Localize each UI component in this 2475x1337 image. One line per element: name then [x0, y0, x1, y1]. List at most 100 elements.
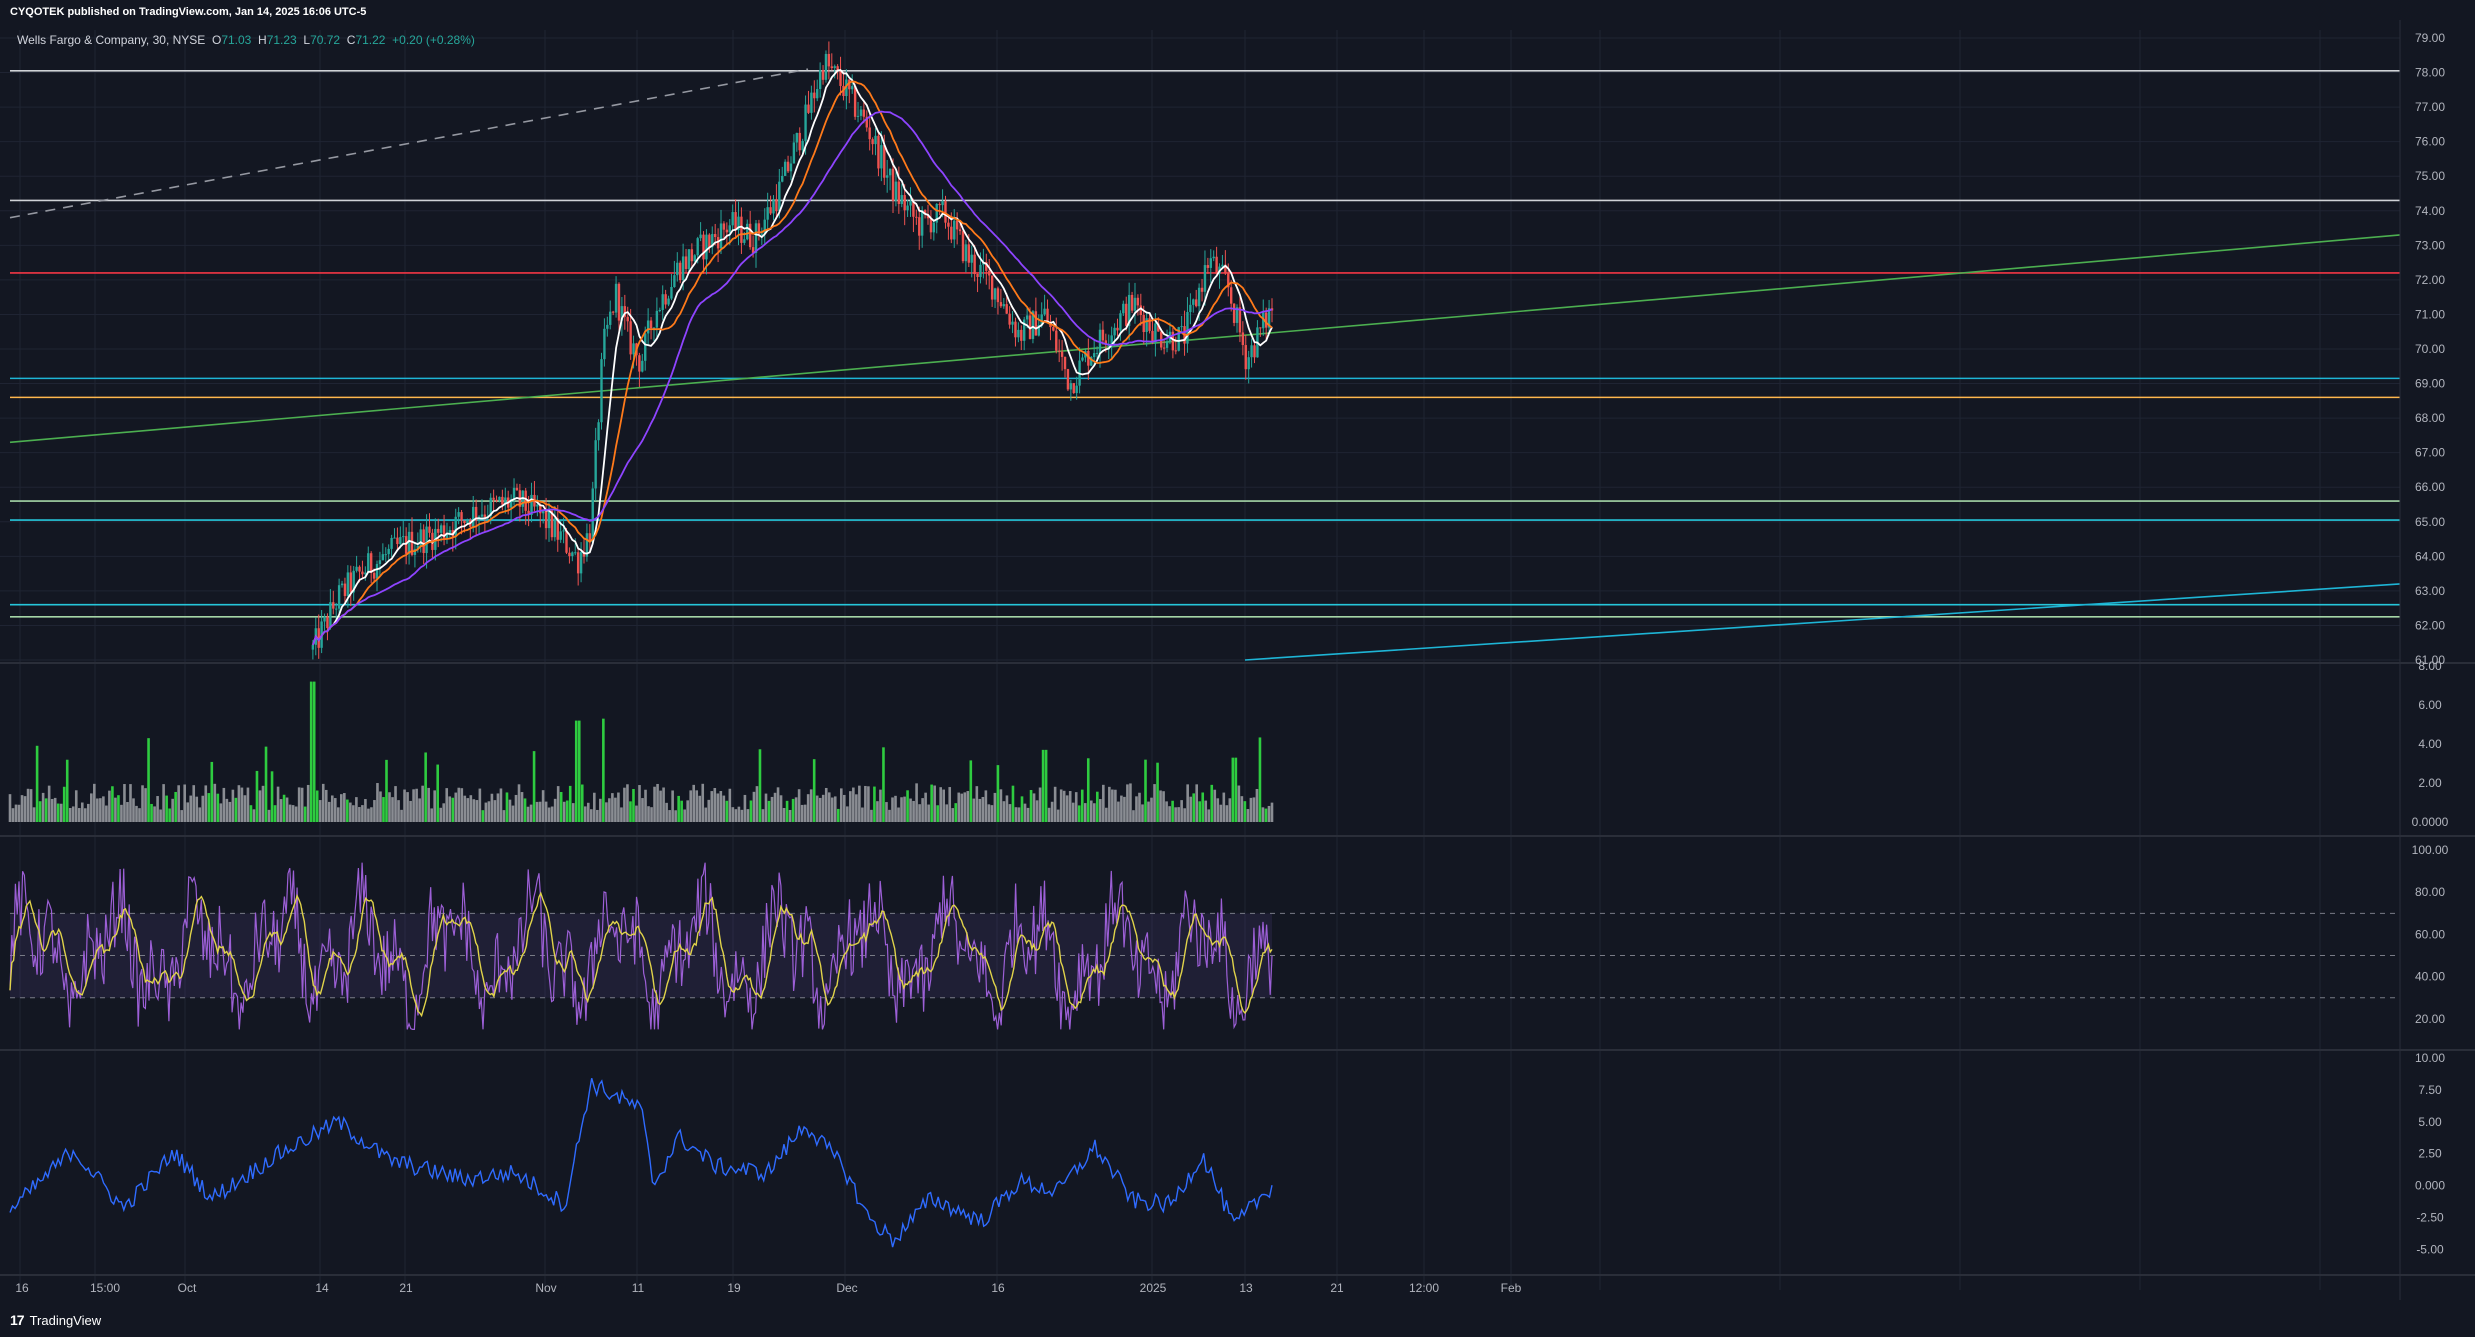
volume-bar	[126, 802, 129, 822]
candle-body	[684, 256, 688, 269]
candle-body	[1212, 256, 1215, 259]
moving-averages	[312, 69, 1273, 646]
volume-bar	[656, 783, 659, 822]
volume-bar	[987, 804, 991, 822]
candle-body	[489, 497, 492, 517]
trendline-cyan	[1244, 583, 2401, 661]
rsi-ma-line	[9, 891, 1273, 1018]
candle-body	[856, 115, 860, 117]
candle-body	[448, 530, 452, 534]
candle-body	[696, 238, 699, 256]
volume-bar	[153, 806, 156, 822]
volume-bar	[984, 790, 988, 822]
symbol-name[interactable]: Wells Fargo & Company, 30, NYSE	[17, 33, 206, 47]
volume-bar	[451, 797, 455, 822]
candle-body	[332, 602, 335, 609]
volume-bar	[388, 792, 391, 822]
volume-bar	[1050, 801, 1054, 822]
volume-bar	[327, 801, 331, 822]
candle-body	[422, 529, 425, 554]
volume-bar	[90, 793, 93, 822]
time-axis[interactable]: 16 15:00 Oct 14 21 Nov 11 19 Dec 16 2025 13 21 12:00 F…	[15, 1281, 1521, 1295]
volume-bar	[105, 805, 108, 822]
volume-bar	[1147, 801, 1150, 822]
volume-bar	[659, 790, 662, 822]
low-value: 70.72	[310, 33, 341, 47]
candle-body	[1262, 312, 1265, 329]
volume-bar	[1105, 807, 1108, 822]
volume-bar	[38, 801, 42, 822]
candle-body	[944, 201, 947, 223]
volume-bar	[565, 800, 569, 822]
volume-bar	[529, 804, 533, 822]
volume-bar	[490, 793, 494, 822]
volume-bar	[409, 800, 412, 822]
volume-bar	[1005, 795, 1009, 822]
candle-body	[816, 89, 819, 99]
volume-bar	[74, 790, 78, 822]
volume-bars	[8, 681, 1274, 822]
candle-body	[457, 512, 460, 517]
volume-bar	[279, 799, 283, 822]
candle-body	[821, 70, 825, 80]
candle-body	[559, 531, 562, 540]
volume-bar	[725, 800, 729, 822]
tradingview-footer[interactable]: 17 TradingView	[10, 1312, 101, 1328]
pane-separators[interactable]	[0, 20, 2475, 1300]
candle-body	[681, 256, 685, 281]
candle-body	[407, 531, 411, 554]
volume-bar	[53, 797, 57, 822]
volume-bar	[836, 808, 840, 822]
volume-bar	[1255, 788, 1259, 822]
candle-body	[985, 261, 988, 271]
candle-body	[670, 286, 673, 299]
candle-body	[667, 298, 670, 305]
candle-body	[1203, 265, 1207, 292]
candle-body	[652, 327, 656, 329]
candle-body	[329, 602, 332, 628]
volume-bar	[1041, 749, 1045, 822]
candle-body	[603, 328, 606, 360]
candle-body	[862, 109, 866, 117]
volume-bar	[56, 803, 60, 822]
volume-bar	[26, 788, 30, 822]
candle-body	[1259, 327, 1262, 329]
candle-body	[1157, 323, 1160, 332]
candle-body	[606, 324, 609, 329]
volume-bar	[1240, 796, 1244, 822]
symbol-legend[interactable]: Wells Fargo & Company, 30, NYSE O71.03 H…	[17, 33, 475, 47]
candle-body	[760, 233, 764, 235]
candle-body	[539, 504, 542, 514]
volume-bar	[195, 796, 199, 822]
volume-bar	[427, 787, 430, 822]
volume-bar	[620, 807, 623, 822]
volume-bar	[80, 802, 84, 822]
volume-bar	[77, 808, 81, 822]
rsi-tick-label: 20.00	[2415, 1012, 2445, 1026]
volume-bar	[23, 796, 27, 822]
candle-body	[1241, 332, 1245, 346]
volume-bar	[1092, 803, 1096, 822]
volume-bar	[749, 800, 753, 822]
sma-slow-line	[312, 110, 1273, 646]
osc-tick-label: 0.000	[2415, 1179, 2445, 1193]
volume-bar	[815, 795, 819, 822]
candle-body	[818, 70, 822, 90]
volume-bar	[41, 792, 45, 822]
volume-bar	[541, 790, 545, 822]
volume-bar	[864, 785, 867, 822]
volume-bar	[846, 806, 849, 822]
volume-bar	[843, 794, 846, 822]
volume-bar	[349, 802, 352, 822]
candle-body	[1028, 315, 1032, 339]
volume-bar	[788, 809, 792, 822]
candle-body	[524, 490, 527, 511]
volume-bar	[1267, 805, 1271, 822]
volume-bar	[599, 798, 602, 822]
volume-bar	[743, 794, 747, 822]
candle-body	[1235, 307, 1239, 323]
candle-body	[807, 104, 810, 113]
price-axis[interactable]: 79.00 78.00 77.00 76.00 75.00 74.00 73.00 72.00…	[2412, 31, 2449, 1256]
volume-bar	[1180, 800, 1183, 822]
